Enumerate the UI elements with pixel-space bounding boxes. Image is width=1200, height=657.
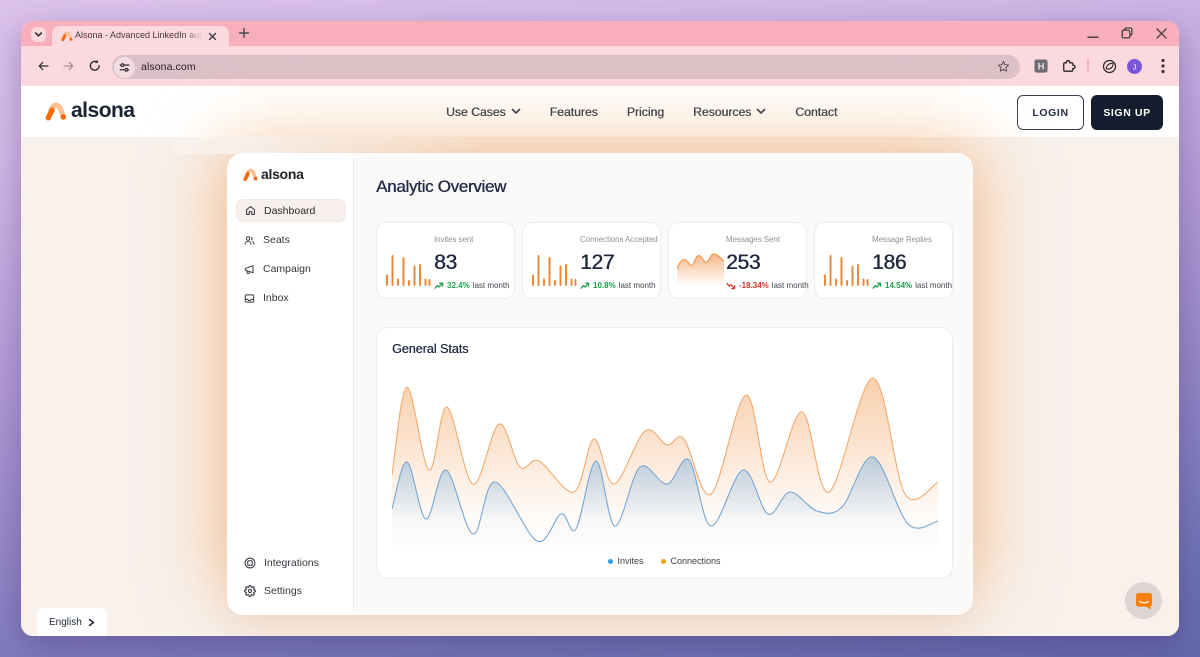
svg-text:J: J <box>1133 62 1137 71</box>
svg-text:H: H <box>1037 61 1044 71</box>
